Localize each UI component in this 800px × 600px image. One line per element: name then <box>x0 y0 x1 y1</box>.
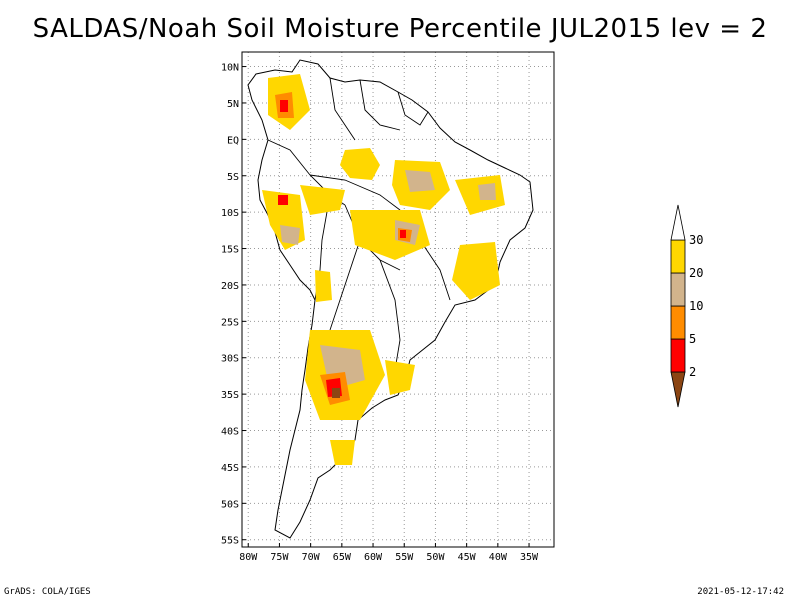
latitude-tick-labels: 10N 5N EQ 5S 10S 15S 20S 25S 30S 35S 40S 45S 50S 55S <box>221 63 246 547</box>
colorbar-segment <box>670 371 686 408</box>
lat-tick-label: 35S <box>221 390 239 401</box>
lon-tick-label: 55W <box>395 552 414 563</box>
lon-tick-label: 40W <box>489 552 508 563</box>
colorbar: 2 5 10 20 30 <box>670 204 703 408</box>
colorbar-segment <box>670 239 686 274</box>
lat-tick-label: 15S <box>221 245 239 256</box>
lat-tick-label: 50S <box>221 499 239 510</box>
lat-tick-label: 25S <box>221 317 239 328</box>
lat-tick-label: 55S <box>221 536 239 547</box>
lat-tick-label: EQ <box>227 135 239 146</box>
shade-10-20 <box>405 170 435 192</box>
lat-tick-label: 5S <box>227 172 239 183</box>
colorbar-level-label: 30 <box>689 233 703 247</box>
shade-2-5 <box>400 230 406 238</box>
shade-20-30 <box>315 270 332 302</box>
colorbar-segment <box>670 338 686 373</box>
plot-frame <box>241 51 555 548</box>
lon-tick-label: 65W <box>333 552 352 563</box>
lon-tick-label: 70W <box>302 552 321 563</box>
colorbar-level-label: 20 <box>689 266 703 280</box>
shade-20-30 <box>452 242 500 300</box>
lat-tick-label: 20S <box>221 281 239 292</box>
shade-20-30 <box>340 148 380 180</box>
lon-tick-label: 80W <box>239 552 258 563</box>
lat-tick-label: 30S <box>221 354 239 365</box>
shade-below-2 <box>332 388 340 398</box>
footer-timestamp: 2021-05-12-17:42 <box>697 587 784 597</box>
percentile-shading <box>262 74 505 465</box>
lat-tick-label: 5N <box>227 99 239 110</box>
shade-10-20 <box>280 225 300 245</box>
shade-20-30 <box>330 440 355 465</box>
continent-outline <box>247 59 534 539</box>
lon-tick-label: 45W <box>458 552 477 563</box>
lon-tick-label: 60W <box>364 552 383 563</box>
map-title: SALDAS/Noah Soil Moisture Percentile JUL… <box>32 14 768 44</box>
colorbar-segment <box>670 204 686 241</box>
lon-tick-label: 35W <box>520 552 539 563</box>
lat-tick-label: 10N <box>221 63 239 74</box>
colorbar-level-label: 5 <box>689 332 696 346</box>
colorbar-segment <box>670 272 686 307</box>
lat-tick-label: 45S <box>221 463 239 474</box>
shade-2-5 <box>278 195 288 205</box>
shade-20-30 <box>385 360 415 395</box>
lat-tick-label: 40S <box>221 427 239 438</box>
colorbar-level-label: 2 <box>689 365 696 379</box>
lon-tick-label: 50W <box>426 552 445 563</box>
longitude-tick-labels: 80W 75W 70W 65W 60W 55W 50W 45W 40W 35W <box>239 543 539 563</box>
shade-20-30 <box>350 210 430 260</box>
lon-tick-label: 75W <box>270 552 289 563</box>
footer-credit: GrADS: COLA/IGES <box>4 587 91 597</box>
lat-tick-label: 10S <box>221 208 239 219</box>
shade-10-20 <box>478 183 496 200</box>
colorbar-level-label: 10 <box>689 299 703 313</box>
colorbar-segment <box>670 305 686 340</box>
shade-2-5 <box>280 100 288 112</box>
shade-20-30 <box>300 185 345 215</box>
